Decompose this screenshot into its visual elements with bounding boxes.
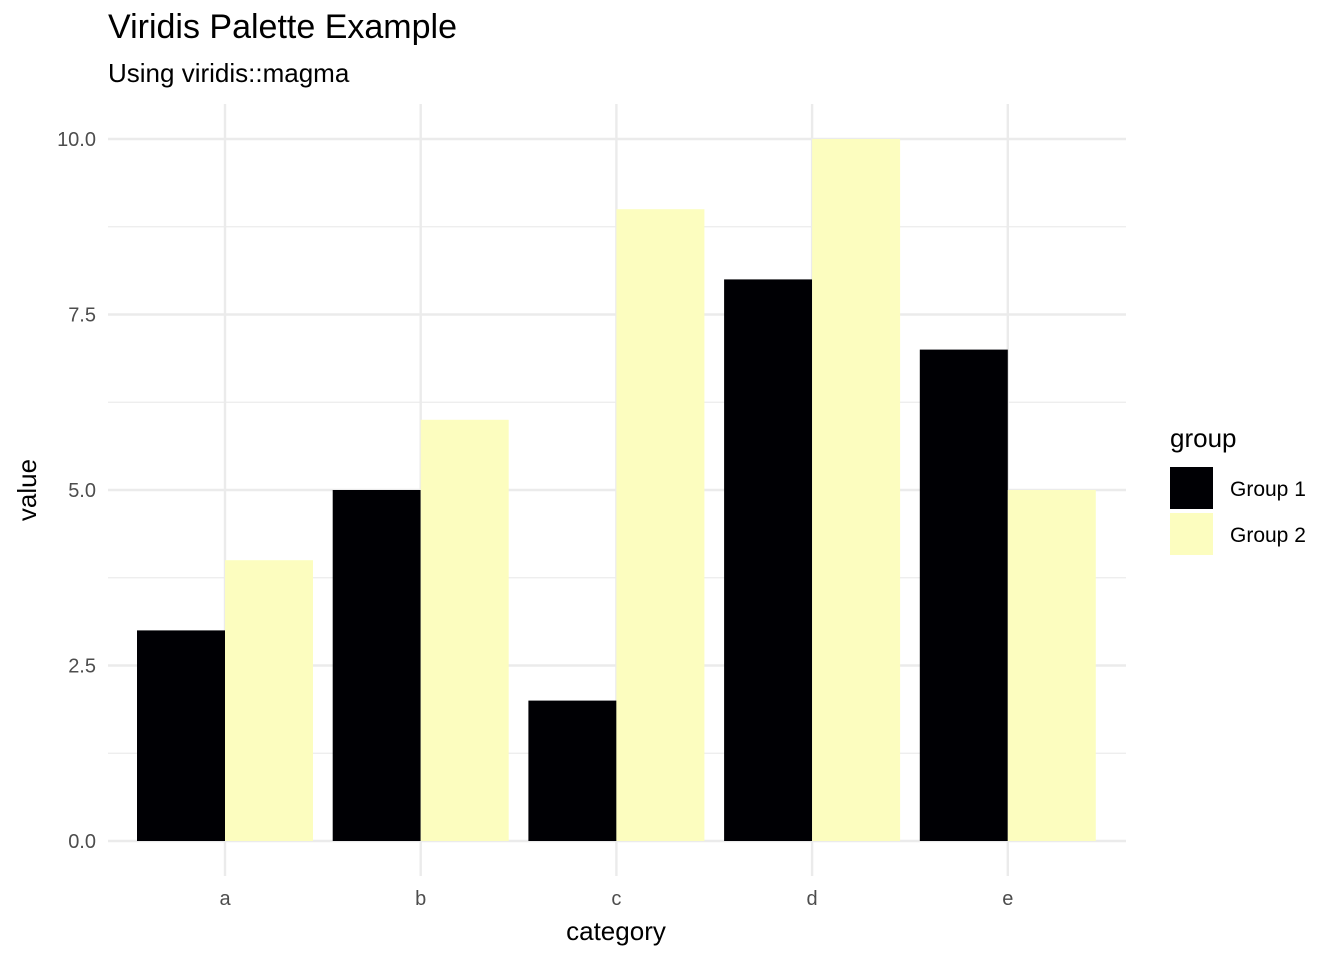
bar-group-2-d [812,139,901,841]
legend-key-group-2 [1170,513,1213,555]
bar-group-2-a [225,560,313,841]
bar-group-1-e [919,349,1008,841]
x-axis-title: category [566,916,666,946]
bar-group-1-b [332,490,421,841]
x-tick-label: a [219,888,231,910]
y-tick-label: 5.0 [68,480,96,502]
legend-label: Group 1 [1230,478,1306,501]
y-tick-label: 10.0 [57,129,96,151]
legend-label: Group 2 [1230,524,1306,547]
bars [137,139,1096,841]
bar-group-2-c [616,209,705,841]
x-tick-label: b [415,888,426,910]
y-tick-label: 7.5 [68,305,96,327]
x-axis-ticks: a b c d e [219,888,1013,910]
x-tick-label: e [1002,888,1013,910]
y-axis-title: value [12,459,42,521]
x-tick-label: c [611,888,621,910]
bar-group-1-c [528,700,617,841]
bar-group-2-b [420,419,509,841]
y-tick-label: 0.0 [68,831,96,853]
chart-subtitle: Using viridis::magma [108,58,350,88]
x-tick-label: d [807,888,818,910]
bar-group-1-d [724,279,813,841]
legend-title: group [1170,423,1237,453]
legend-key-group-1 [1170,467,1213,509]
bar-group-2-e [1007,490,1096,841]
bar-group-1-a [137,630,225,841]
chart-title: Viridis Palette Example [108,8,457,46]
legend: group Group 1 Group 2 [1170,423,1306,555]
y-tick-label: 2.5 [68,656,96,678]
y-axis-ticks: 0.0 2.5 5.0 7.5 10.0 [57,129,96,853]
